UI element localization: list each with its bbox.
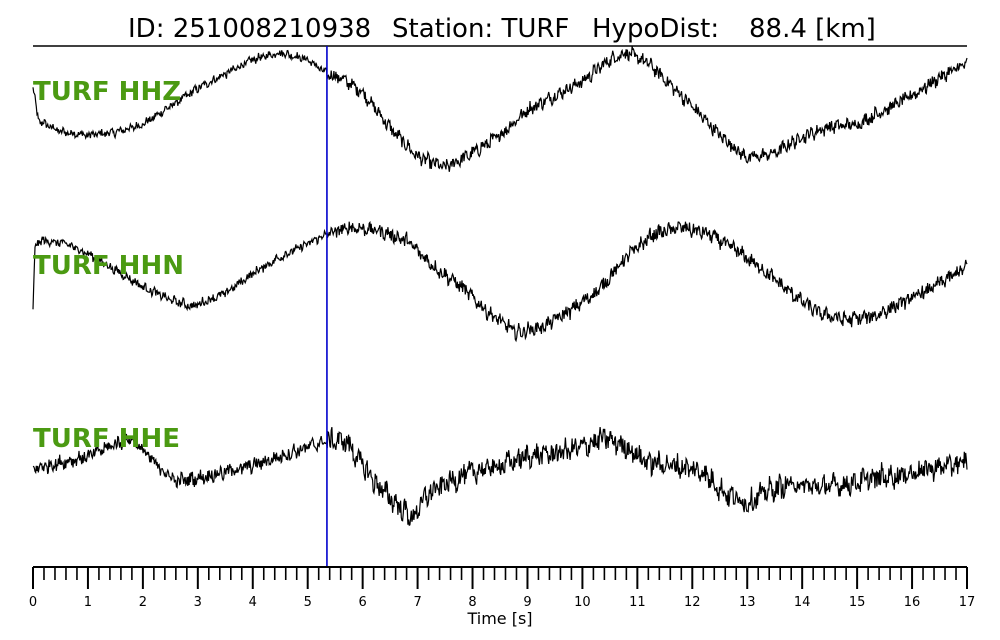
channel-label-hhz: TURF HHZ [33, 77, 181, 107]
x-tick-label: 17 [959, 595, 976, 610]
x-tick-label: 15 [849, 595, 866, 610]
x-tick-label: 14 [794, 595, 811, 610]
x-tick-label: 13 [739, 595, 756, 610]
x-tick-label: 6 [359, 595, 367, 610]
chart-title-hypodist-value: 88.4 [km] [749, 14, 876, 44]
x-tick-label: 2 [139, 595, 147, 610]
x-tick-label: 16 [904, 595, 921, 610]
chart-title-id: ID: 251008210938 [128, 14, 371, 44]
x-tick-label: 8 [468, 595, 476, 610]
trace-turf-hhz [32, 46, 968, 172]
chart-title-hypodist-label: HypoDist: [592, 14, 719, 44]
traces-group [32, 46, 968, 527]
trace-turf-hhe [32, 426, 968, 527]
trace-turf-hhn [32, 220, 968, 343]
channel-label-hhn: TURF HHN [33, 251, 184, 281]
x-tick-label: 11 [629, 595, 646, 610]
x-tick-label: 0 [29, 595, 37, 610]
time-axis-label: Time [s] [466, 609, 532, 628]
x-tick-label: 9 [523, 595, 531, 610]
x-tick-label: 12 [684, 595, 701, 610]
time-axis: 0 1 2 3 4 5 6 7 8 9 10 11 12 13 14 15 16 17 [29, 566, 976, 610]
x-tick-label: 1 [84, 595, 92, 610]
chart-title-station: Station: TURF [392, 14, 569, 44]
x-tick-label: 7 [413, 595, 421, 610]
x-tick-label: 4 [249, 595, 257, 610]
x-tick-label: 3 [194, 595, 202, 610]
channel-label-hhe: TURF HHE [33, 424, 180, 454]
x-tick-label: 5 [304, 595, 312, 610]
x-tick-label: 10 [574, 595, 591, 610]
